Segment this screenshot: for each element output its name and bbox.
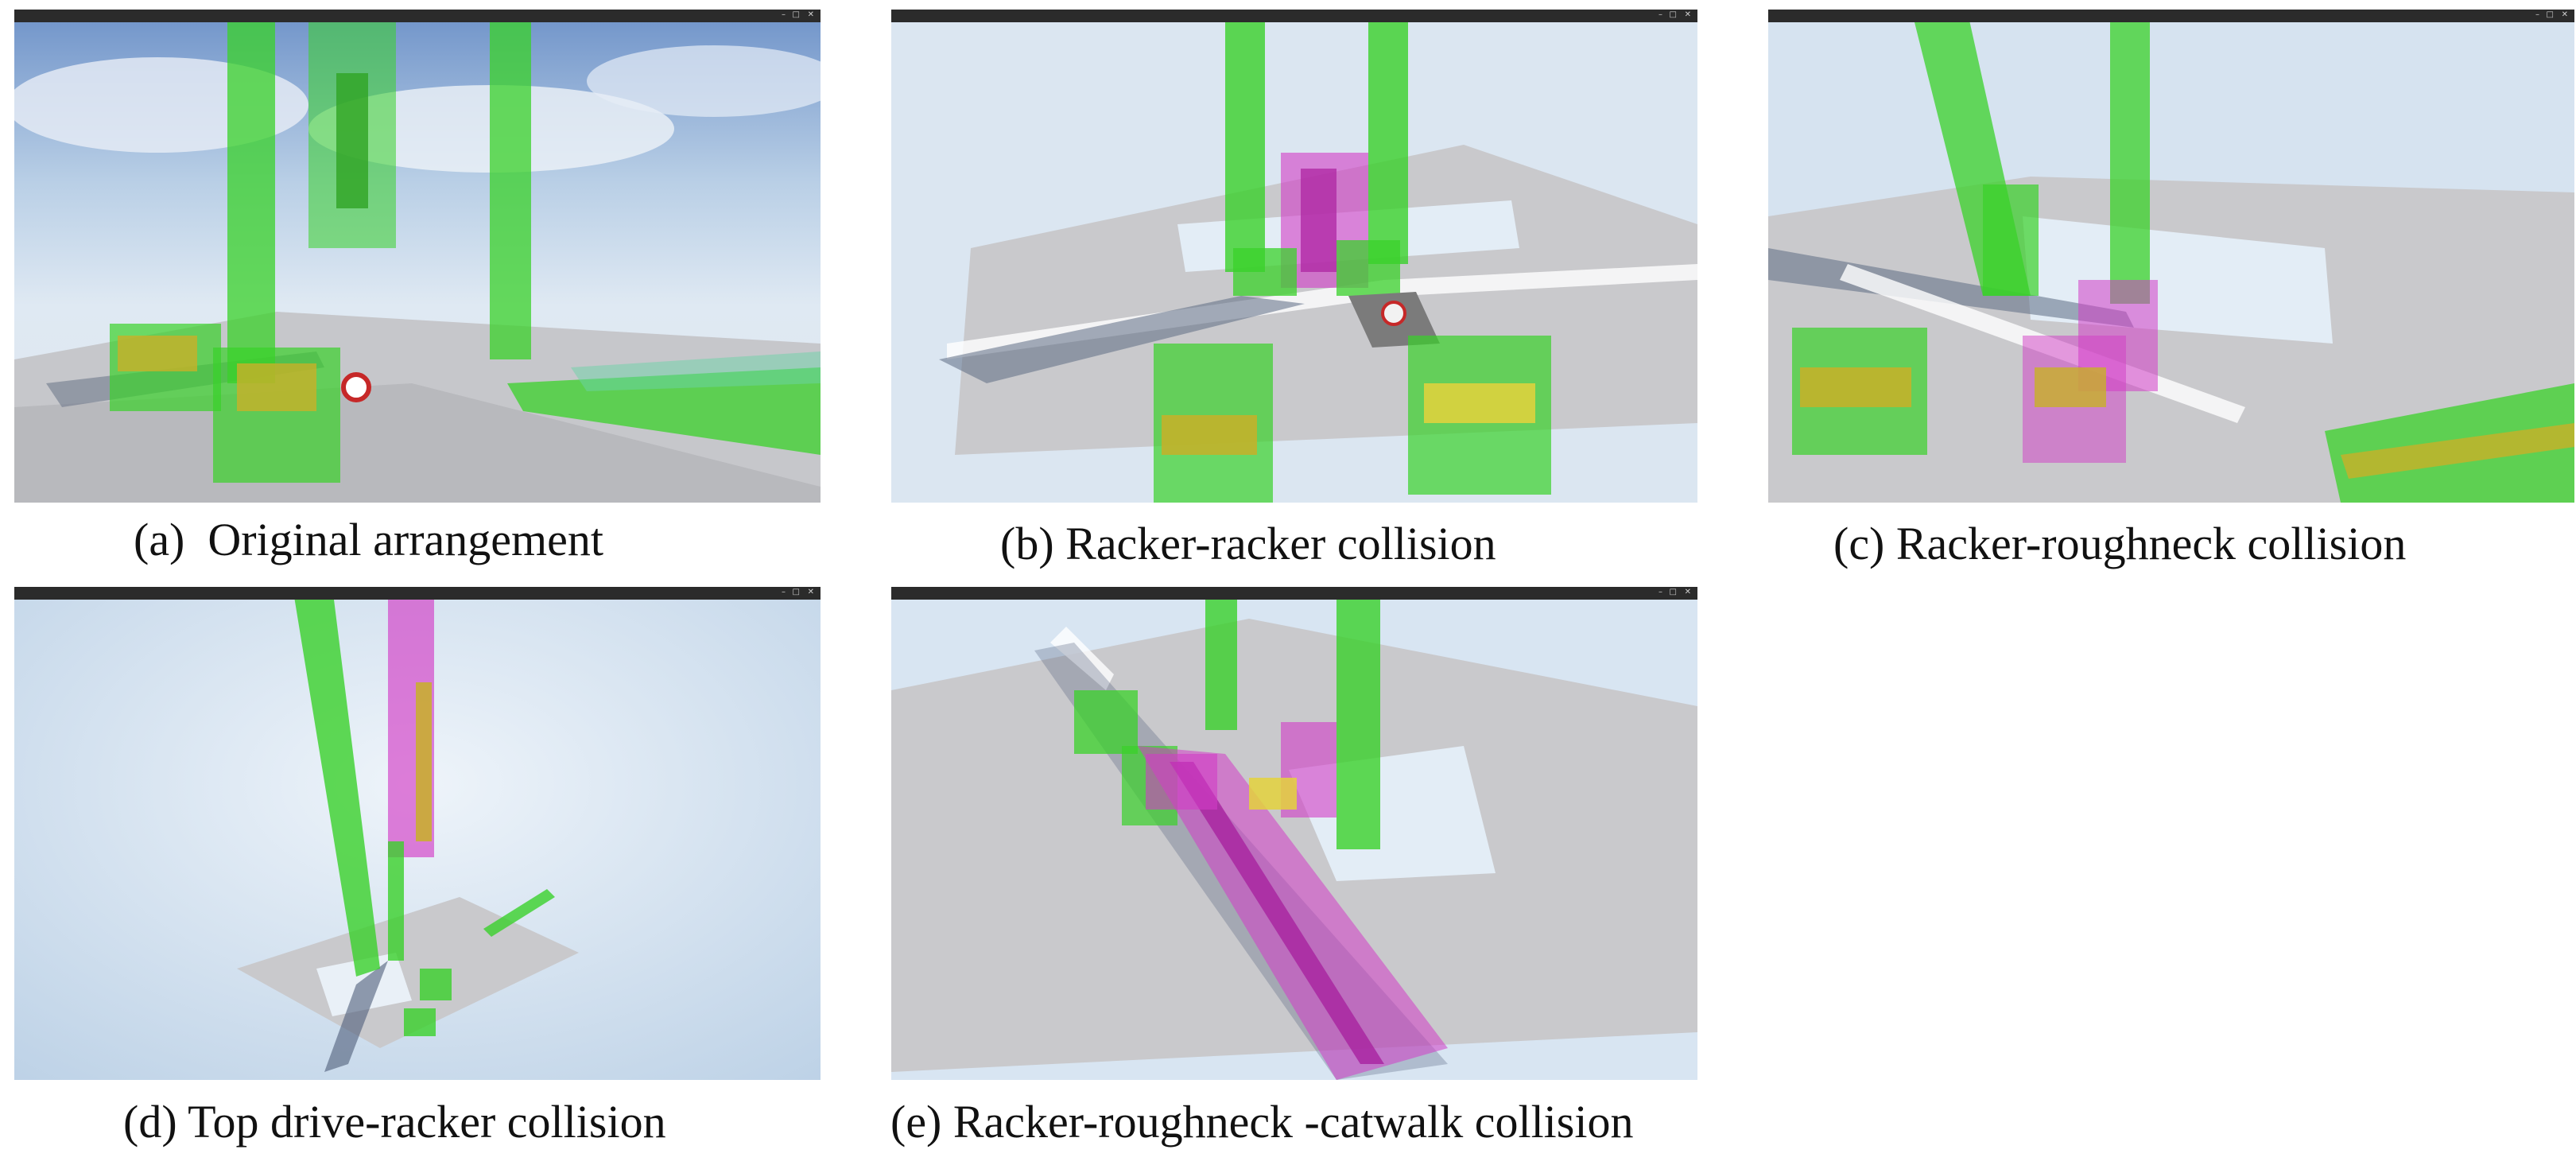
minimize-icon[interactable]: – (782, 10, 786, 19)
scene-a (14, 10, 821, 503)
scene-e (891, 587, 1697, 1080)
minimize-icon[interactable]: – (1658, 588, 1662, 596)
close-icon[interactable]: ✕ (807, 10, 814, 19)
caption-c: (c) Racker-roughneck collision (1833, 518, 2407, 569)
minimize-icon[interactable]: – (782, 588, 786, 596)
panel-c-racker-roughneck-collision: – □ ✕ (1768, 10, 2574, 503)
maximize-icon[interactable]: □ (792, 10, 800, 19)
close-icon[interactable]: ✕ (1684, 10, 1691, 19)
window-titlebar: – □ ✕ (14, 10, 821, 22)
window-titlebar: – □ ✕ (1768, 10, 2574, 22)
scene-c (1768, 10, 2574, 503)
maximize-icon[interactable]: □ (1669, 10, 1677, 19)
window-titlebar: – □ ✕ (14, 587, 821, 600)
close-icon[interactable]: ✕ (1684, 588, 1691, 596)
minimize-icon[interactable]: – (1658, 10, 1662, 19)
close-icon[interactable]: ✕ (2561, 10, 2568, 19)
panel-b-racker-racker-collision: – □ ✕ (891, 10, 1697, 503)
window-titlebar: – □ ✕ (891, 587, 1697, 600)
caption-e: (e) Racker-roughneck -catwalk collision (890, 1096, 1634, 1148)
caption-d: (d) Top drive-racker collision (123, 1096, 666, 1148)
maximize-icon[interactable]: □ (792, 588, 800, 596)
minimize-icon[interactable]: – (2535, 10, 2539, 19)
scene-b (891, 10, 1697, 503)
scene-d (14, 587, 821, 1080)
panel-e-racker-roughneck-catwalk-collision: – □ ✕ (891, 587, 1697, 1080)
panel-a-original-arrangement: – □ ✕ (14, 10, 821, 503)
window-titlebar: – □ ✕ (891, 10, 1697, 22)
close-icon[interactable]: ✕ (807, 588, 814, 596)
caption-b: (b) Racker-racker collision (1000, 518, 1496, 569)
maximize-icon[interactable]: □ (1669, 588, 1677, 596)
panel-d-top-drive-racker-collision: – □ ✕ (14, 587, 821, 1080)
caption-a: (a) Original arrangement (134, 514, 603, 565)
maximize-icon[interactable]: □ (2546, 10, 2554, 19)
